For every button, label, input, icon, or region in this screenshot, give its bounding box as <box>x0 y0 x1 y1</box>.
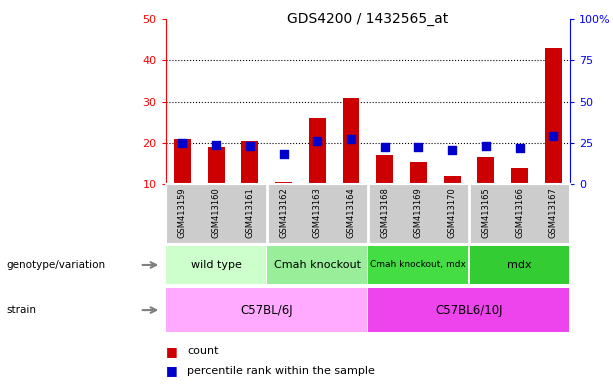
Text: GSM413159: GSM413159 <box>178 187 187 238</box>
Text: wild type: wild type <box>191 260 242 270</box>
Point <box>380 144 390 150</box>
Bar <box>368 288 569 332</box>
Point <box>481 143 491 149</box>
Bar <box>208 147 224 184</box>
Bar <box>166 288 367 332</box>
Text: GSM413166: GSM413166 <box>515 187 524 238</box>
Point <box>346 136 356 142</box>
Bar <box>511 168 528 184</box>
Text: GSM413167: GSM413167 <box>549 187 558 238</box>
Text: genotype/variation: genotype/variation <box>6 260 105 270</box>
Text: GSM413168: GSM413168 <box>380 187 389 238</box>
Text: ■: ■ <box>166 364 177 377</box>
Text: GSM413164: GSM413164 <box>346 187 356 238</box>
Text: Cmah knockout: Cmah knockout <box>274 260 360 270</box>
Point <box>313 138 322 144</box>
Text: GSM413170: GSM413170 <box>447 187 457 238</box>
Point <box>279 151 289 157</box>
Point <box>515 145 525 151</box>
Text: mdx: mdx <box>507 260 532 270</box>
Text: C57BL6/10J: C57BL6/10J <box>435 304 503 316</box>
Text: count: count <box>187 346 218 356</box>
Text: strain: strain <box>6 305 36 315</box>
Text: GSM413161: GSM413161 <box>245 187 254 238</box>
Point <box>549 133 558 139</box>
Bar <box>470 246 569 284</box>
Bar <box>376 156 393 184</box>
Point <box>245 143 255 149</box>
Text: percentile rank within the sample: percentile rank within the sample <box>187 366 375 376</box>
Bar <box>410 162 427 184</box>
Bar <box>444 176 460 184</box>
Bar <box>267 246 367 284</box>
Point <box>414 144 424 150</box>
Text: GSM413160: GSM413160 <box>211 187 221 238</box>
Bar <box>242 141 258 184</box>
Text: C57BL/6J: C57BL/6J <box>240 304 293 316</box>
Bar <box>309 118 326 184</box>
Point <box>178 140 188 146</box>
Text: Cmah knockout, mdx: Cmah knockout, mdx <box>370 260 466 270</box>
Text: ■: ■ <box>166 345 177 358</box>
Bar <box>166 246 266 284</box>
Bar <box>545 48 562 184</box>
Bar <box>368 246 468 284</box>
Point <box>447 147 457 153</box>
Bar <box>275 182 292 184</box>
Bar <box>174 139 191 184</box>
Bar <box>343 98 359 184</box>
Text: GSM413169: GSM413169 <box>414 187 423 238</box>
Point <box>211 142 221 148</box>
Text: GSM413165: GSM413165 <box>481 187 490 238</box>
Bar <box>478 157 494 184</box>
Text: GSM413163: GSM413163 <box>313 187 322 238</box>
Text: GDS4200 / 1432565_at: GDS4200 / 1432565_at <box>287 12 449 25</box>
Text: GSM413162: GSM413162 <box>279 187 288 238</box>
